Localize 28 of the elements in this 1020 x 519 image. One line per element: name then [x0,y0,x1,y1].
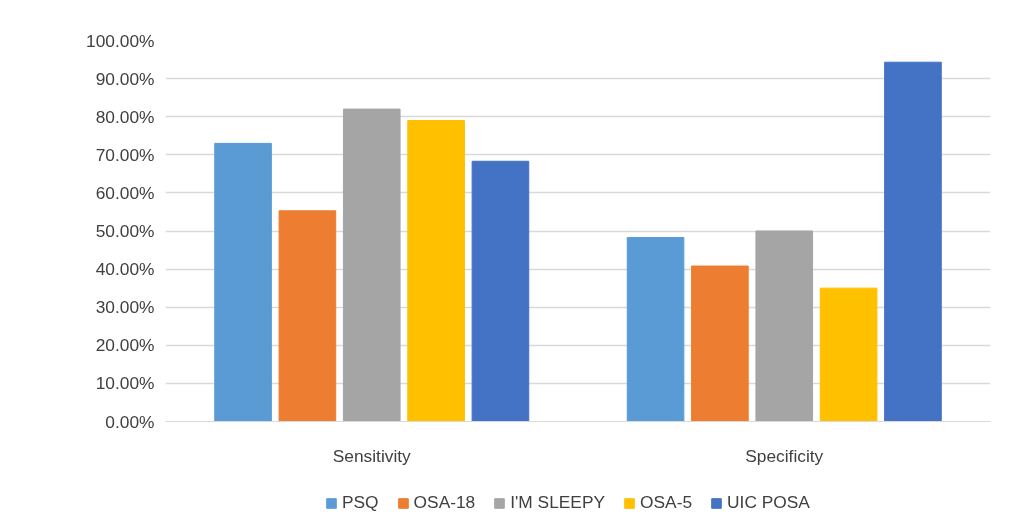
y-tick-label: 30.00% [95,297,155,318]
bar [755,230,814,422]
bar [626,236,685,422]
bar [214,142,272,422]
y-tick-label: 40.00% [95,259,155,280]
y-tick-label: 50.00% [95,221,155,241]
y-tick-label: 70.00% [95,144,155,165]
legend-label: I'M SLEEPY [510,492,606,513]
y-tick-label: 10.00% [95,373,155,394]
legend-label: UIC POSA [727,492,810,513]
y-tick-label: 90.00% [95,68,155,89]
bar [884,61,942,422]
legend-label: OSA-5 [640,492,693,513]
x-tick-label: Specificity [745,445,824,466]
bar [691,265,749,422]
y-tick-label: 0.00% [105,411,155,432]
bar [819,287,878,422]
y-tick-label: 100.00% [86,30,155,51]
y-tick-label: 60.00% [95,182,155,203]
bar [342,108,401,422]
x-tick-label: Sensitivity [332,445,412,466]
y-tick-label: 20.00% [95,335,155,356]
legend-label: OSA-18 [413,492,476,513]
bar [407,120,465,422]
bar [471,160,530,422]
legend-label: PSQ [342,492,379,513]
bar [278,210,337,422]
y-tick-label: 80.00% [95,106,155,127]
